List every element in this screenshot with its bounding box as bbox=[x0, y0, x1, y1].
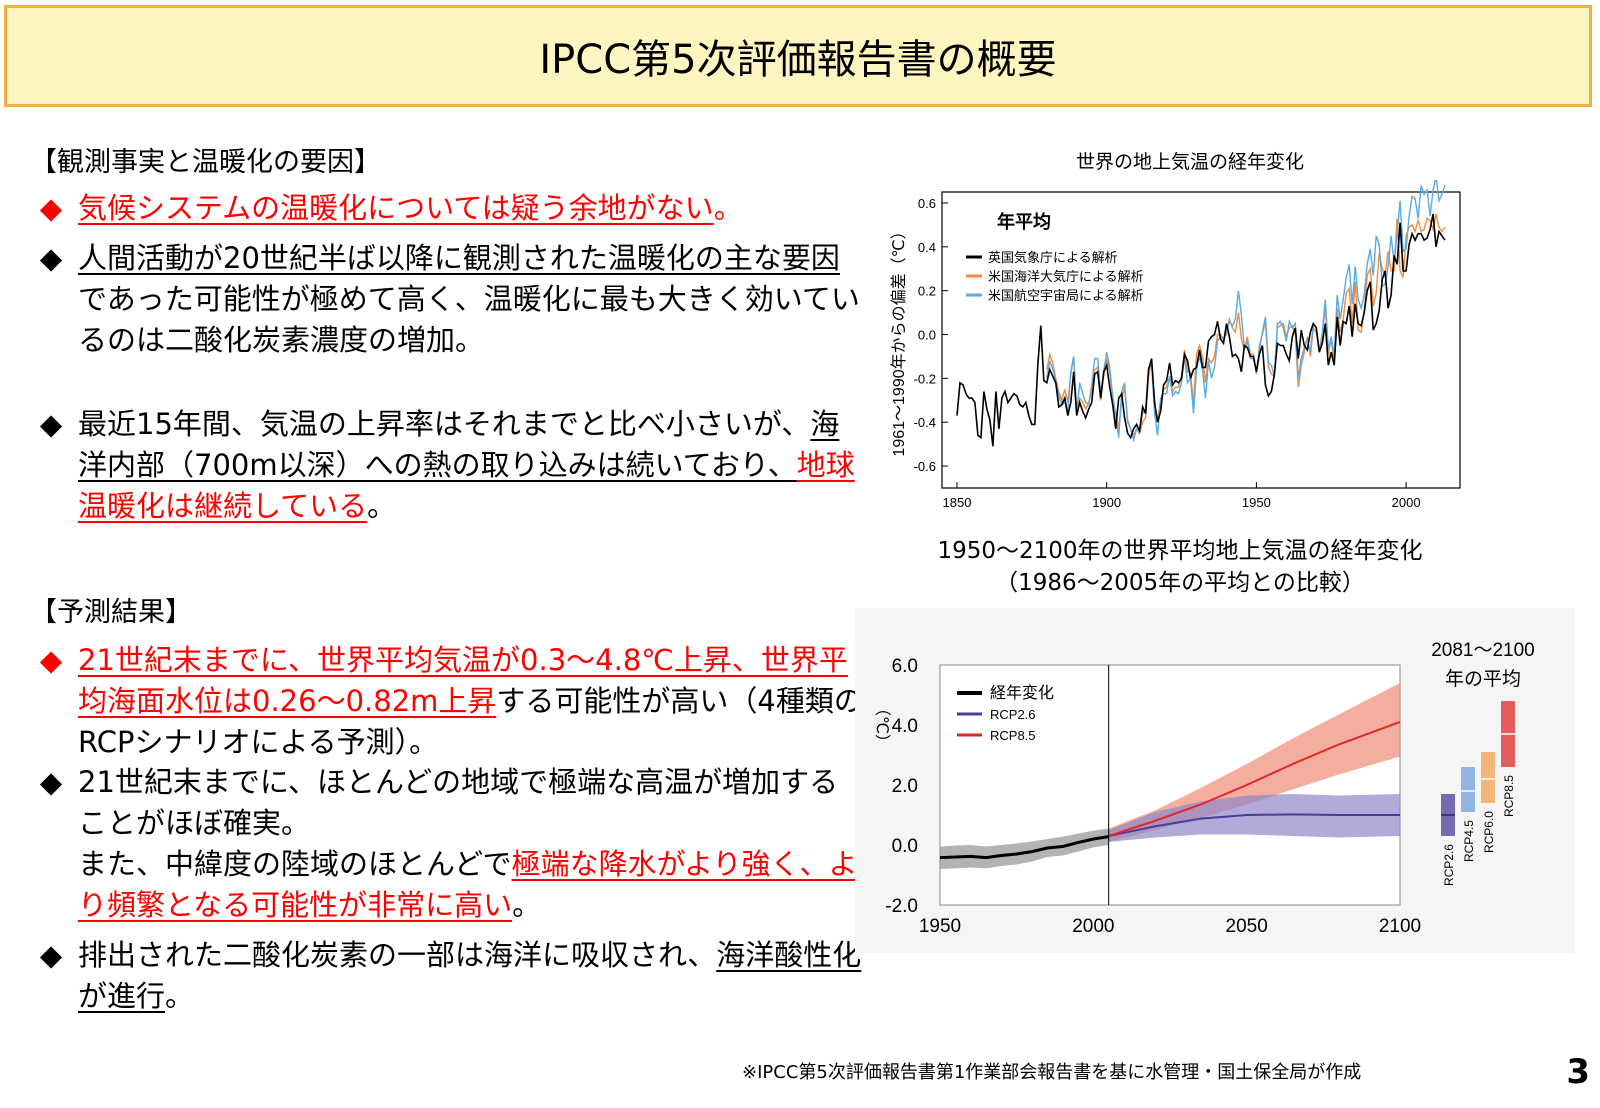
y-tick-label: 0.6 bbox=[918, 196, 936, 211]
bullet-projection-3: ◆ 排出された二酸化炭素の一部は海洋に吸収され、海洋酸性化が進行。 bbox=[36, 935, 866, 1017]
y-tick-label: -0.2 bbox=[914, 371, 936, 386]
footnote: ※IPCC第5次評価報告書第1作業部会報告書を基に水管理・国土保全局が作成 bbox=[742, 1062, 1362, 1083]
diamond-bullet-icon: ◆ bbox=[39, 241, 63, 275]
x-tick-label: 2000 bbox=[1392, 495, 1421, 510]
x-tick-label: 2000 bbox=[1072, 916, 1114, 937]
y-tick-label: 0.0 bbox=[918, 328, 936, 343]
diamond-bullet-icon: ◆ bbox=[39, 938, 63, 972]
legend-label: RCP2.6 bbox=[990, 707, 1036, 722]
legend-label: RCP8.5 bbox=[990, 728, 1036, 743]
y-tick-label: 0.4 bbox=[918, 240, 936, 255]
y-tick-label: -0.6 bbox=[914, 459, 936, 474]
section-heading-projections: 【予測結果】 bbox=[30, 597, 192, 628]
section-heading-observations: 【観測事実と温暖化の要因】 bbox=[30, 147, 381, 178]
legend-label: 米国航空宇宙局による解析 bbox=[988, 288, 1144, 303]
page-title: IPCC第5次評価報告書の概要 bbox=[539, 37, 1057, 83]
bullet-observation-2: ◆ 人間活動が20世紀半ば以降に観測された温暖化の主な要因であった可能性が極めて… bbox=[36, 238, 866, 361]
series-line-3 bbox=[1046, 180, 1446, 443]
chart1-title: 世界の地上気温の経年変化 bbox=[1075, 151, 1304, 173]
uncertainty-band-2 bbox=[1108, 794, 1400, 842]
chart1-plot-frame bbox=[941, 191, 1461, 489]
bullet-observation-3: ◆ 最近15年間、気温の上昇率はそれまでと比べ小さいが、海洋内部（700m以深）… bbox=[36, 404, 866, 527]
observed-temperature-chart: 0.6 0.4 0.2 0.0 -0.2 -0.4 -0.6 1850 1900 1950 2000… bbox=[890, 180, 1461, 510]
page-number: 3 bbox=[1566, 1052, 1590, 1092]
diamond-bullet-icon: ◆ bbox=[39, 191, 63, 225]
range-bar-label: RCP2.6 bbox=[1442, 844, 1456, 886]
period-label-line1: 2081～2100 bbox=[1431, 640, 1535, 661]
y-tick-label: -0.4 bbox=[914, 415, 936, 430]
y-tick-label: 0.2 bbox=[918, 284, 936, 299]
range-bar-label: RCP6.0 bbox=[1482, 811, 1496, 853]
legend-label: 経年変化 bbox=[990, 684, 1054, 702]
bullet-projection-2: ◆ 21世紀末までに、ほとんどの地域で極端な高温が増加することがほぼ確実。 また、… bbox=[36, 762, 866, 926]
x-tick-label: 1850 bbox=[943, 495, 972, 510]
series-line-2 bbox=[1108, 813, 1400, 837]
x-tick-label: 1950 bbox=[919, 916, 961, 937]
range-bar-rcp60 bbox=[1481, 752, 1495, 803]
range-bar-label: RCP4.5 bbox=[1462, 820, 1476, 862]
x-tick-label: 2050 bbox=[1226, 916, 1268, 937]
series-line-1 bbox=[956, 213, 1446, 447]
range-bar-label: RCP8.5 bbox=[1502, 775, 1516, 817]
period-label-line2: 年の平均 bbox=[1445, 668, 1521, 690]
title-banner: IPCC第5次評価報告書の概要 bbox=[4, 5, 1592, 107]
y-tick-label: 0.0 bbox=[892, 836, 918, 857]
uncertainty-band-1 bbox=[940, 828, 1109, 869]
x-tick-label: 2100 bbox=[1379, 916, 1421, 937]
bullet-observation-1: ◆ 気候システムの温暖化については疑う余地がない。 bbox=[36, 188, 866, 229]
y-tick-label: 4.0 bbox=[892, 716, 918, 737]
y-tick-label: -2.0 bbox=[885, 896, 918, 917]
series-line-3 bbox=[1108, 721, 1401, 837]
diamond-bullet-icon: ◆ bbox=[39, 407, 63, 441]
legend-label: 米国海洋大気庁による解析 bbox=[988, 269, 1144, 284]
legend-title: 年平均 bbox=[997, 211, 1051, 232]
diamond-bullet-icon: ◆ bbox=[39, 765, 63, 799]
uncertainty-band-3 bbox=[1108, 683, 1400, 842]
chart2-plot-frame bbox=[939, 664, 1401, 906]
y-axis-label: 1961～1990年からの偏差（℃） bbox=[890, 223, 908, 456]
diamond-bullet-icon: ◆ bbox=[39, 643, 63, 677]
x-tick-label: 1950 bbox=[1242, 495, 1271, 510]
x-tick-label: 1900 bbox=[1092, 495, 1121, 510]
range-bar-rcp45 bbox=[1461, 767, 1475, 812]
series-line-1 bbox=[939, 835, 1109, 860]
y-axis-label: （℃） bbox=[873, 700, 891, 750]
chart2-title: 1950～2100年の世界平均地上気温の経年変化（1986～2005年の平均との… bbox=[937, 538, 1423, 596]
y-tick-label: 6.0 bbox=[892, 656, 918, 677]
y-tick-label: 2.0 bbox=[892, 776, 918, 797]
bullet-projection-1: ◆ 21世紀末までに、世界平均気温が0.3～4.8℃上昇、世界平均海面水位は0.… bbox=[36, 640, 866, 763]
legend-label: 英国気象庁による解析 bbox=[988, 250, 1118, 265]
